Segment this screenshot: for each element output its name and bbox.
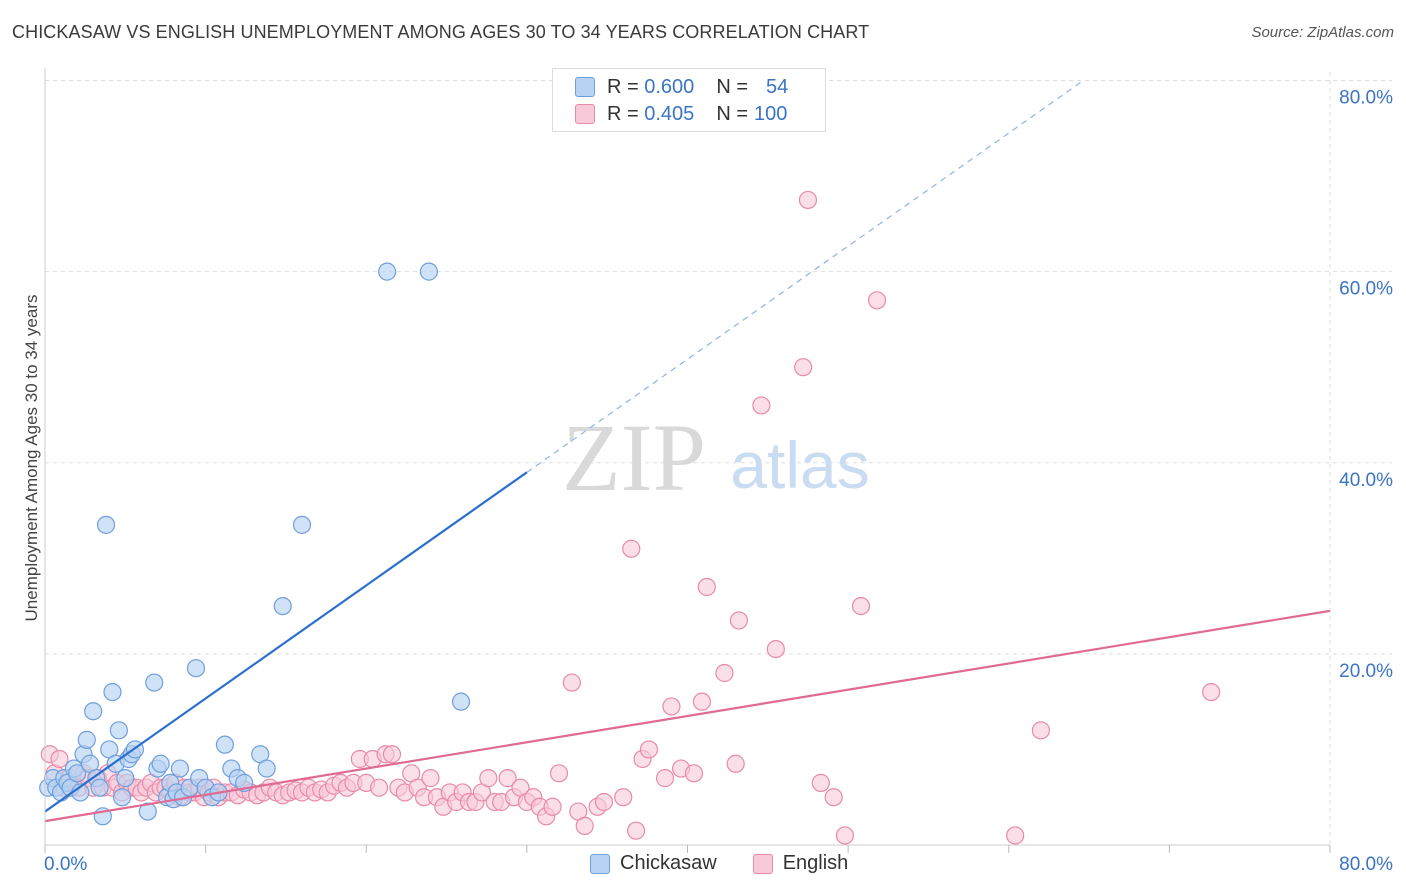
chickasaw-point	[419, 262, 438, 281]
legend-r-label: R =	[607, 75, 639, 98]
grid-layer	[45, 72, 1392, 845]
chickasaw-point	[77, 730, 96, 749]
english-point	[684, 764, 704, 783]
trend-layer	[44, 81, 1331, 823]
chickasaw-point	[109, 721, 128, 740]
english-point	[655, 769, 675, 788]
chickasaw-point	[257, 759, 276, 778]
y-tick-label: 40.0%	[1339, 470, 1393, 491]
y-tick-label: 80.0%	[1339, 88, 1393, 109]
english-swatch	[575, 104, 595, 124]
chickasaw-point	[292, 515, 312, 534]
x-tick-label: 0.0%	[44, 854, 87, 875]
english-point	[662, 697, 681, 716]
english-point	[824, 788, 843, 807]
english-point	[766, 639, 785, 659]
bottom-legend: Chickasaw English	[590, 852, 884, 875]
english-trend-line	[44, 609, 1331, 823]
chickasaw-swatch	[575, 77, 595, 97]
chickasaw-point	[68, 764, 87, 783]
english-point	[729, 611, 749, 630]
english-point	[867, 291, 887, 310]
legend-row-chickasaw: R = 0.600 N = 54	[575, 74, 788, 100]
chickasaw-point	[90, 778, 109, 797]
chickasaw-point	[116, 769, 135, 788]
legend: R = 0.600 N = 54 R = 0.405 N = 100	[552, 68, 826, 132]
legend-n-label: N =	[716, 102, 748, 125]
english-point	[543, 797, 562, 816]
english-point	[851, 596, 871, 616]
chickasaw-point	[378, 262, 397, 281]
english-point	[498, 769, 517, 788]
english-point	[479, 769, 498, 788]
english-point	[639, 740, 659, 759]
english-point	[614, 788, 633, 807]
bottom-legend-label: Chickasaw	[620, 852, 717, 874]
english-point	[715, 663, 734, 683]
english-point	[752, 396, 771, 415]
legend-r-value: 0.600	[644, 75, 695, 98]
english-point	[50, 749, 69, 769]
english-point	[575, 816, 594, 835]
english-point	[794, 358, 813, 377]
english-point	[1031, 721, 1050, 740]
english-point	[562, 673, 581, 692]
chickasaw-point	[451, 692, 471, 711]
english-point	[1202, 682, 1221, 702]
watermark-zip: ZIP	[562, 404, 706, 511]
legend-r-value: 0.405	[644, 102, 695, 125]
chickasaw-trend-line	[44, 471, 528, 813]
chart-title: CHICKASAW VS ENGLISH UNEMPLOYMENT AMONG …	[12, 22, 870, 42]
legend-r-label: R =	[607, 102, 639, 125]
y-tick-label: 20.0%	[1339, 661, 1393, 682]
x-tick-label: 80.0%	[1339, 854, 1393, 875]
chickasaw-point	[186, 659, 206, 678]
english-point	[811, 773, 830, 792]
chickasaw-point	[170, 759, 190, 778]
english-point	[835, 826, 855, 845]
chickasaw-trend-extension	[526, 81, 1082, 473]
english-point	[1006, 826, 1025, 845]
chickasaw-point	[215, 735, 234, 754]
y-tick-label: 60.0%	[1339, 279, 1393, 300]
legend-n-value: 54	[766, 75, 789, 98]
legend-n-label: N =	[716, 75, 748, 98]
chickasaw-point	[138, 802, 157, 821]
english-point	[622, 539, 641, 558]
english-point	[382, 745, 402, 764]
legend-n-value: 100	[754, 102, 788, 125]
bottom-legend-english: English	[752, 852, 849, 875]
english-point	[726, 754, 745, 773]
english-point	[692, 692, 712, 711]
english-point	[697, 577, 716, 597]
chickasaw-point	[103, 682, 122, 702]
chickasaw-point	[145, 673, 164, 692]
source-label: Source: ZipAtlas.com	[1251, 24, 1394, 41]
watermark-atlas: atlas	[730, 428, 869, 502]
english-point	[798, 190, 818, 210]
chickasaw-point	[84, 702, 103, 721]
chickasaw-point	[96, 515, 116, 534]
chickasaw-swatch	[590, 853, 610, 874]
points-layer	[39, 190, 1221, 845]
chickasaw-point	[273, 596, 292, 616]
bottom-legend-chickasaw: Chickasaw	[590, 852, 717, 875]
chickasaw-point	[151, 754, 170, 773]
english-point	[549, 764, 569, 783]
chickasaw-point	[112, 788, 132, 807]
axis-layer: 20.0% 40.0% 60.0% 80.0% 0.0% 80.0%	[44, 68, 1393, 875]
english-point	[594, 792, 614, 812]
english-point	[626, 821, 646, 840]
english-point	[421, 769, 440, 788]
english-point	[370, 778, 389, 797]
watermark: ZIP atlas	[562, 404, 870, 511]
english-swatch	[752, 853, 773, 874]
legend-row-english: R = 0.405 N = 100	[575, 101, 787, 127]
bottom-legend-label: English	[782, 852, 849, 874]
